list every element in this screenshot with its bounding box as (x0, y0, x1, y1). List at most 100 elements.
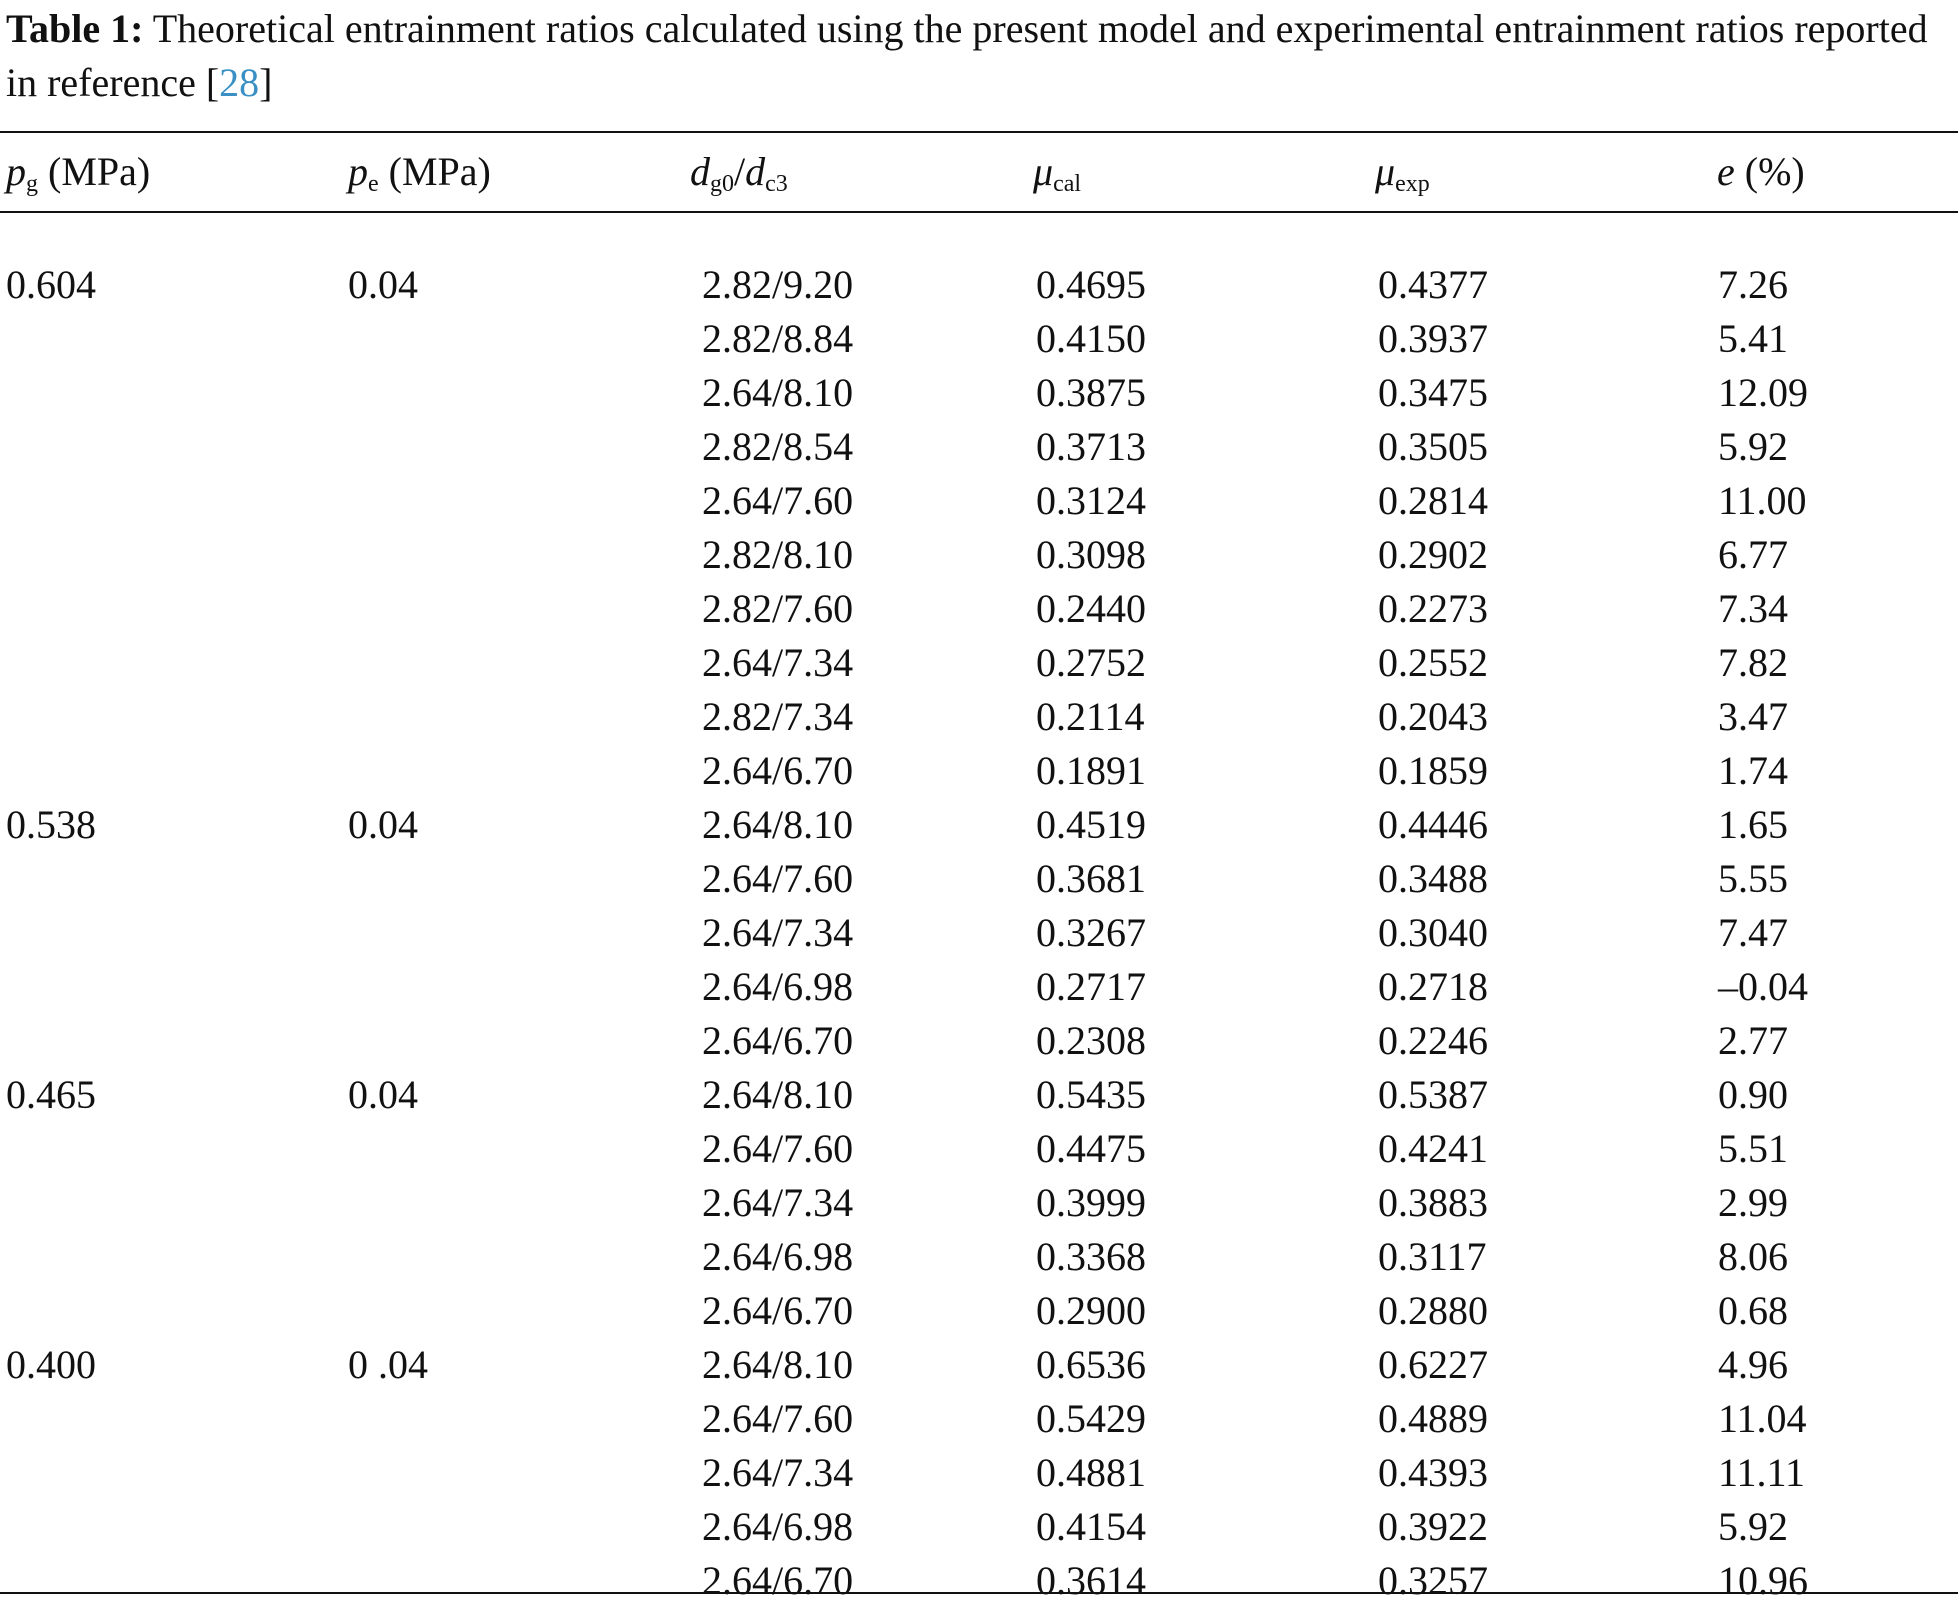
table-row: 2.64/6.98 0.4154 0.3922 5.92 (0, 1500, 1958, 1554)
cell-nozzle-ratio: 2.64/6.70 (702, 1288, 854, 1333)
table-header-row: pg (MPa) pe (MPa) dg0/dc3 μcal μexp e (%… (0, 142, 1958, 200)
cell-error: 2.77 (1718, 1018, 1788, 1063)
cell-pe (342, 1014, 684, 1068)
cell-pe (342, 312, 684, 366)
cell-nozzle-ratio: 2.82/9.20 (702, 262, 854, 307)
table-row: 2.64/7.34 0.2752 0.2552 7.82 (0, 636, 1958, 690)
cell-mu-cal: 0.6536 (1036, 1342, 1146, 1387)
cell-mu-exp: 0.4446 (1378, 802, 1488, 847)
cell-mu-exp: 0.2273 (1378, 586, 1488, 631)
cell-mu-cal: 0.4881 (1036, 1450, 1146, 1495)
cell-pg (0, 1446, 342, 1500)
cell-error: 5.92 (1718, 424, 1788, 469)
cell-mu-cal: 0.4695 (1036, 262, 1146, 307)
table-row: 2.64/7.60 0.3124 0.2814 11.00 (0, 474, 1958, 528)
table-row: 2.82/8.54 0.3713 0.3505 5.92 (0, 420, 1958, 474)
cell-mu-exp: 0.3922 (1378, 1504, 1488, 1549)
cell-pe (342, 474, 684, 528)
cell-pe (342, 636, 684, 690)
cell-pg (0, 636, 342, 690)
cell-pe (342, 852, 684, 906)
cell-error: 7.82 (1718, 640, 1788, 685)
table-body: 0.604 0.04 2.82/9.20 0.4695 0.4377 7.26 2.82/8… (0, 258, 1958, 1608)
cell-mu-exp: 0.3040 (1378, 910, 1488, 955)
cell-error: 12.09 (1718, 370, 1808, 415)
cell-mu-cal: 0.1891 (1036, 748, 1146, 793)
table-row: 2.64/6.70 0.2900 0.2880 0.68 (0, 1284, 1958, 1338)
table-row: 2.82/7.60 0.2440 0.2273 7.34 (0, 582, 1958, 636)
cell-mu-cal: 0.3098 (1036, 532, 1146, 577)
cell-mu-exp: 0.3488 (1378, 856, 1488, 901)
header-mu-cal: μcal (1033, 148, 1082, 197)
cell-pe (342, 1122, 684, 1176)
cell-pe (342, 1554, 684, 1608)
header-nozzle-ratio: dg0/dc3 (690, 148, 788, 197)
cell-pe (342, 744, 684, 798)
cell-nozzle-ratio: 2.64/6.70 (702, 1558, 854, 1603)
cell-pe (342, 690, 684, 744)
cell-pe (342, 1446, 684, 1500)
cell-pe: 0.04 (348, 1072, 418, 1117)
cell-error: 2.99 (1718, 1180, 1788, 1225)
cell-pg (0, 366, 342, 420)
table-row: 0.465 0.04 2.64/8.10 0.5435 0.5387 0.90 (0, 1068, 1958, 1122)
table-row: 2.64/7.60 0.5429 0.4889 11.04 (0, 1392, 1958, 1446)
table-row: 0.604 0.04 2.82/9.20 0.4695 0.4377 7.26 (0, 258, 1958, 312)
cell-mu-cal: 0.2114 (1036, 694, 1145, 739)
cell-mu-exp: 0.4393 (1378, 1450, 1488, 1495)
cell-mu-cal: 0.2752 (1036, 640, 1146, 685)
cell-nozzle-ratio: 2.82/8.84 (702, 316, 854, 361)
header-error: e (%) (1717, 148, 1805, 194)
cell-pe (342, 960, 684, 1014)
cell-mu-exp: 0.3505 (1378, 424, 1488, 469)
cell-mu-exp: 0.2043 (1378, 694, 1488, 739)
table-row: 2.64/7.34 0.3999 0.3883 2.99 (0, 1176, 1958, 1230)
caption-text: Theoretical entrainment ratios calculate… (6, 6, 1928, 105)
cell-nozzle-ratio: 2.64/6.98 (702, 1234, 854, 1279)
cell-nozzle-ratio: 2.64/8.10 (702, 802, 854, 847)
cell-mu-cal: 0.3713 (1036, 424, 1146, 469)
cell-mu-cal: 0.4150 (1036, 316, 1146, 361)
cell-pe (342, 1284, 684, 1338)
cell-pg (0, 1230, 342, 1284)
cell-pg (0, 1176, 342, 1230)
cell-mu-cal: 0.3875 (1036, 370, 1146, 415)
cell-pe (342, 1392, 684, 1446)
cell-error: 10.96 (1718, 1558, 1808, 1603)
cell-mu-exp: 0.4241 (1378, 1126, 1488, 1171)
cell-error: 0.68 (1718, 1288, 1788, 1333)
cell-pg (0, 1014, 342, 1068)
cell-pg (0, 474, 342, 528)
cell-error: 0.90 (1718, 1072, 1788, 1117)
cell-mu-exp: 0.4889 (1378, 1396, 1488, 1441)
cell-pe: 0.04 (348, 802, 418, 847)
cell-mu-exp: 0.2246 (1378, 1018, 1488, 1063)
cell-mu-cal: 0.3267 (1036, 910, 1146, 955)
cell-pg (0, 312, 342, 366)
entrainment-ratio-table: pg (MPa) pe (MPa) dg0/dc3 μcal μexp e (%… (0, 142, 1958, 1608)
cell-mu-exp: 0.5387 (1378, 1072, 1488, 1117)
cell-pg (0, 582, 342, 636)
cell-nozzle-ratio: 2.64/7.60 (702, 1126, 854, 1171)
cell-error: 11.04 (1718, 1396, 1807, 1441)
cell-error: 7.26 (1718, 262, 1788, 307)
cell-mu-cal: 0.2900 (1036, 1288, 1146, 1333)
cell-pg (0, 1392, 342, 1446)
table-bottom-rule (0, 1592, 1958, 1594)
cell-mu-cal: 0.2717 (1036, 964, 1146, 1009)
cell-nozzle-ratio: 2.82/7.34 (702, 694, 854, 739)
cell-mu-cal: 0.5435 (1036, 1072, 1146, 1117)
reference-link[interactable]: 28 (219, 60, 260, 105)
cell-pe (342, 1500, 684, 1554)
cell-mu-cal: 0.3368 (1036, 1234, 1146, 1279)
cell-pe (342, 1176, 684, 1230)
cell-mu-exp: 0.1859 (1378, 748, 1488, 793)
cell-nozzle-ratio: 2.82/8.10 (702, 532, 854, 577)
table-row: 2.64/6.98 0.2717 0.2718 –0.04 (0, 960, 1958, 1014)
cell-nozzle-ratio: 2.64/7.60 (702, 1396, 854, 1441)
cell-mu-exp: 0.2552 (1378, 640, 1488, 685)
cell-pe (342, 906, 684, 960)
table-row: 2.64/7.60 0.4475 0.4241 5.51 (0, 1122, 1958, 1176)
cell-pg: 0.400 (6, 1342, 96, 1387)
cell-nozzle-ratio: 2.64/6.98 (702, 1504, 854, 1549)
